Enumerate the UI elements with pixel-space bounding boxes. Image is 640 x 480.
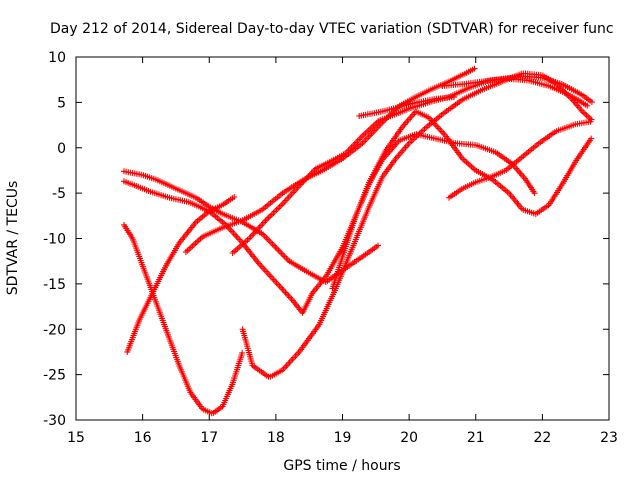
x-tick-label: 17 bbox=[200, 430, 218, 446]
y-axis-label: SDTVAR / TECUs bbox=[5, 181, 21, 296]
x-tick-label: 15 bbox=[67, 430, 85, 446]
y-tick-label: -25 bbox=[43, 368, 66, 384]
series-arc9 bbox=[356, 94, 457, 119]
x-tick-label: 16 bbox=[134, 430, 152, 446]
y-tick-label: -5 bbox=[52, 186, 66, 202]
data-point-markers bbox=[356, 94, 457, 119]
y-tick-label: -20 bbox=[43, 322, 66, 338]
y-tick-label: 10 bbox=[48, 50, 66, 66]
y-axis-ticks: -30 -25 -20 -15 -10 -5 0 5 10 bbox=[43, 50, 609, 429]
x-tick-label: 19 bbox=[334, 430, 352, 446]
data-point-markers bbox=[182, 65, 478, 256]
data-point-markers bbox=[124, 194, 238, 355]
x-tick-label: 22 bbox=[533, 430, 551, 446]
y-tick-label: -30 bbox=[43, 413, 66, 429]
y-tick-label: -10 bbox=[43, 232, 66, 248]
series-arc11 bbox=[439, 73, 595, 106]
data-point-markers bbox=[439, 73, 595, 106]
x-axis-label: GPS time / hours bbox=[283, 458, 400, 474]
data-point-markers bbox=[121, 221, 246, 417]
series-arc1 bbox=[121, 221, 246, 417]
series-arc2 bbox=[124, 194, 238, 355]
x-tick-label: 20 bbox=[400, 430, 418, 446]
data-point-markers bbox=[446, 118, 594, 201]
y-tick-label: -15 bbox=[43, 277, 66, 293]
series-arc7 bbox=[239, 70, 595, 380]
series-arc10 bbox=[446, 118, 594, 201]
series-arc5 bbox=[182, 65, 478, 256]
data-point-markers bbox=[329, 108, 595, 292]
data-point-markers bbox=[239, 70, 595, 380]
chart-title: Day 212 of 2014, Sidereal Day-to-day VTE… bbox=[50, 21, 614, 37]
x-tick-label: 18 bbox=[267, 430, 285, 446]
x-axis-ticks: 15 16 17 18 19 20 21 22 23 bbox=[67, 57, 618, 446]
y-tick-label: 0 bbox=[57, 141, 66, 157]
data-series bbox=[121, 65, 595, 417]
series-arc8 bbox=[329, 108, 595, 292]
x-tick-label: 23 bbox=[600, 430, 618, 446]
x-tick-label: 21 bbox=[467, 430, 485, 446]
y-tick-label: 5 bbox=[57, 95, 66, 111]
plot-frame bbox=[75, 56, 610, 421]
